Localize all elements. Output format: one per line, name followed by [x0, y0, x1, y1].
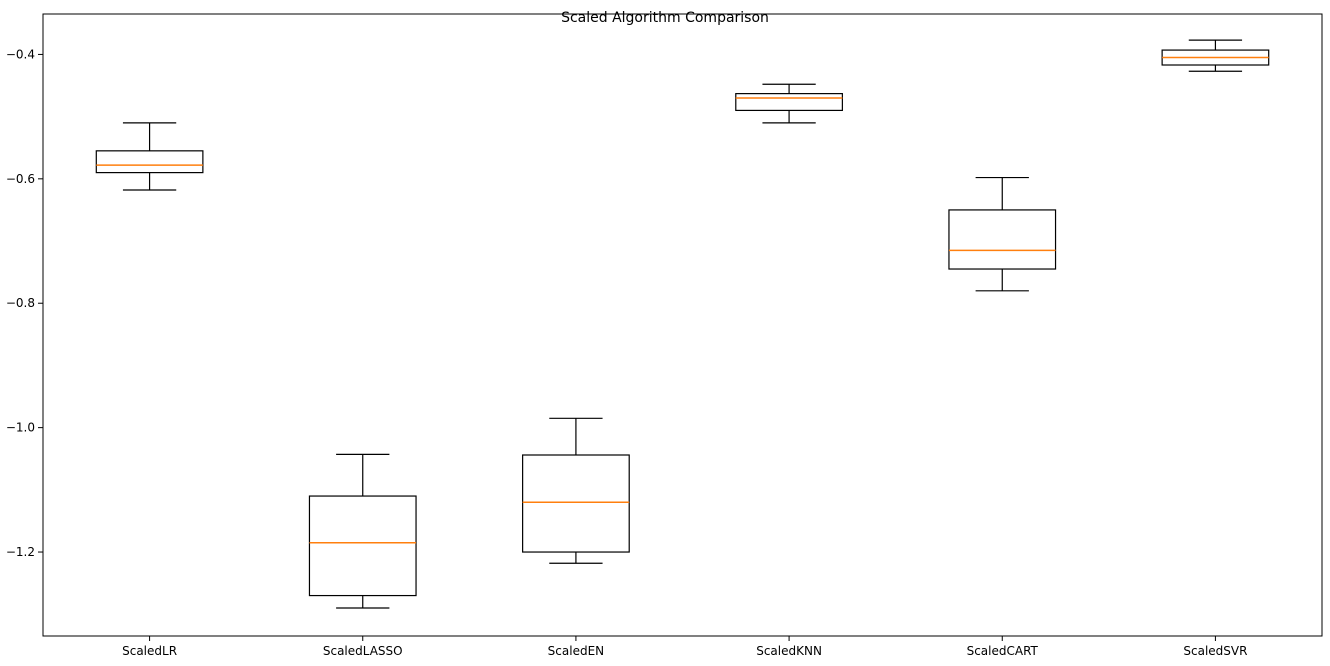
box-iqr [95, 150, 204, 174]
box-scaledlr [95, 122, 204, 191]
box-scaledknn [735, 83, 843, 124]
plot-frame [42, 13, 1323, 637]
box-scaledcart [948, 176, 1057, 292]
boxes [95, 39, 1270, 609]
box-iqr [522, 454, 630, 553]
box-scaleden [522, 417, 630, 564]
chart-title: Scaled Algorithm Comparison [561, 10, 769, 26]
y-tick-label: −0.8 [6, 296, 35, 310]
x-tick-label: ScaledSVR [1183, 644, 1247, 658]
y-axis: −0.4 −0.6 −0.8 −1.0 −1.2 [6, 47, 43, 559]
x-tick-label: ScaledCART [967, 644, 1039, 658]
box-iqr [735, 93, 843, 112]
box-scaledsvr [1161, 39, 1270, 72]
box-iqr [948, 209, 1057, 270]
y-tick-label: −0.4 [6, 47, 35, 61]
y-tick-label: −0.6 [6, 172, 35, 186]
box-iqr [308, 495, 417, 597]
x-axis: ScaledLR ScaledLASSO ScaledEN ScaledKNN Scal… [122, 636, 1247, 658]
y-tick-label: −1.0 [6, 421, 35, 435]
x-tick-label: ScaledLASSO [323, 644, 403, 658]
x-tick-label: ScaledLR [122, 644, 177, 658]
box-scaledlasso [308, 453, 417, 609]
x-tick-label: ScaledEN [548, 644, 604, 658]
y-tick-label: −1.2 [6, 545, 35, 559]
x-tick-label: ScaledKNN [756, 644, 822, 658]
